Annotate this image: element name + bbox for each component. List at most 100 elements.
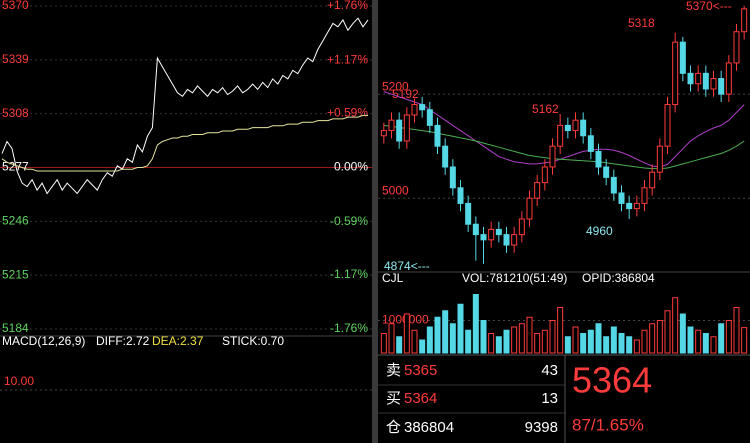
divider <box>372 0 378 443</box>
candle-body <box>426 109 433 126</box>
macd-stick: STICK:0.70 <box>222 334 284 348</box>
price-line <box>1 17 369 195</box>
oi-label: 仓 <box>386 419 401 436</box>
candle-body <box>534 182 541 199</box>
y-tick-label: 5370 <box>2 0 29 12</box>
volume-bar <box>503 329 510 354</box>
annotation: 5192 <box>392 87 419 101</box>
candle-body <box>587 135 594 152</box>
oi-change: 9398 <box>525 419 558 436</box>
candle-body <box>396 119 403 142</box>
candle-body <box>403 114 410 142</box>
y2-tick-label: -0.59% <box>330 214 368 228</box>
volume-bar <box>595 323 602 354</box>
volume-bar <box>725 320 732 354</box>
candle-body <box>656 145 663 173</box>
volume-bar <box>465 329 472 354</box>
ma-line <box>383 124 745 170</box>
candle-body <box>564 124 571 132</box>
ma-line <box>383 91 745 168</box>
macd-tick: 10.00 <box>4 374 34 388</box>
candle-body <box>649 171 656 189</box>
candle-body <box>411 104 418 116</box>
candle-body <box>687 72 694 85</box>
y2-tick-label: -1.76% <box>330 321 368 335</box>
volume-bar <box>549 320 556 354</box>
candle-body <box>718 78 725 95</box>
volume-bar <box>403 313 410 354</box>
y-tick-label: 5246 <box>2 214 29 228</box>
candle-body <box>449 166 456 189</box>
volume-bar <box>442 310 449 354</box>
candle-body <box>526 197 533 220</box>
candle-body <box>442 145 449 168</box>
volume-bar <box>518 323 525 354</box>
volume-bar <box>733 307 740 354</box>
y-tick-label: 5000 <box>382 183 409 197</box>
price-line <box>1 114 368 172</box>
volume-bar <box>664 310 671 354</box>
candle-body <box>626 202 633 210</box>
volume-bar <box>603 336 610 354</box>
candle-body <box>472 223 479 236</box>
candle-body <box>695 72 702 85</box>
candle-body <box>641 187 648 204</box>
volume-bar <box>687 326 694 354</box>
candle-body <box>518 218 525 236</box>
annotation: 5370<--- <box>686 0 732 13</box>
annotation: 4960 <box>586 224 613 238</box>
volume-bar <box>564 336 571 354</box>
y-tick-label: 5308 <box>2 106 29 120</box>
candle-body <box>495 228 502 236</box>
volume-bar <box>434 316 441 354</box>
macd-diff: DIFF:2.72 <box>96 334 150 348</box>
y2-tick-label: 0.00% <box>334 160 368 174</box>
annotation: 4874<--- <box>384 259 430 273</box>
volume-bar <box>572 326 579 354</box>
buy-qty: 13 <box>541 390 558 407</box>
volume-title: CJL <box>382 271 404 285</box>
sell-label: 卖 <box>386 362 401 379</box>
volume-bar <box>541 329 548 354</box>
volume-bar <box>626 336 633 354</box>
volume-bar <box>396 336 403 354</box>
volume-bar <box>480 320 487 354</box>
volume-bar <box>457 303 464 354</box>
volume-bar <box>557 307 564 354</box>
candle-body <box>580 119 587 137</box>
candle-body <box>549 145 556 168</box>
candle-body <box>702 72 709 90</box>
annotation: 5318 <box>628 16 655 30</box>
candle-body <box>618 192 625 204</box>
candle-body <box>664 104 671 147</box>
sell-price: 5365 <box>404 362 437 379</box>
volume-bar <box>426 326 433 354</box>
volume-bar <box>488 333 495 354</box>
y-tick-label: 5184 <box>2 321 29 335</box>
volume-bar <box>679 313 686 354</box>
volume-bar <box>710 336 717 354</box>
volume-bar <box>618 333 625 354</box>
volume-bar <box>580 333 587 354</box>
volume-bar <box>702 333 709 354</box>
volume-bar <box>380 333 387 354</box>
candle-body <box>725 62 732 95</box>
macd-dea: DEA:2.37 <box>152 334 204 348</box>
volume-bar <box>534 333 541 354</box>
volume-bar <box>641 329 648 354</box>
y2-tick-label: -1.17% <box>330 267 368 281</box>
sell-qty: 43 <box>541 362 558 379</box>
candle-body <box>380 130 387 137</box>
volume-bar <box>411 329 418 354</box>
candle-body <box>465 202 472 225</box>
volume-bar <box>672 297 679 354</box>
price-change: 87/1.65% <box>572 415 644 434</box>
volume-bar <box>695 329 702 354</box>
candle-body <box>633 202 640 210</box>
volume-bar <box>649 323 656 354</box>
candle-body <box>710 78 717 90</box>
buy-price: 5364 <box>404 390 437 407</box>
candle-body <box>557 124 564 147</box>
volume-bar <box>419 339 426 354</box>
